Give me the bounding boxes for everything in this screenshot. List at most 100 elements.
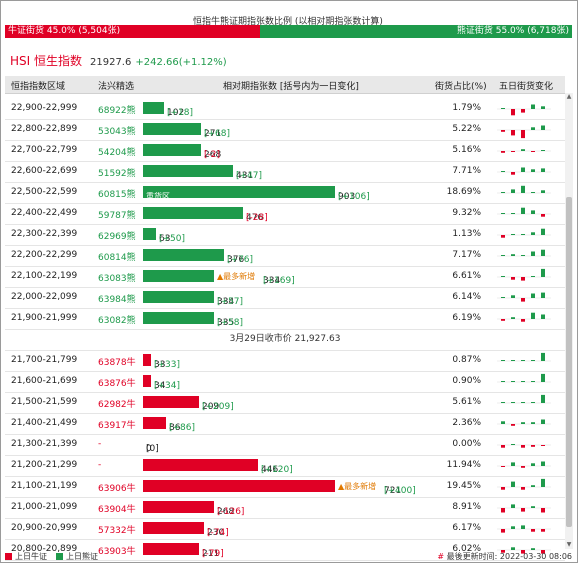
quantity-change: [+34] (154, 381, 181, 391)
pct-cell: 18.69% (446, 187, 481, 197)
sparkline-bar (531, 445, 535, 447)
sparkline-bar (531, 402, 535, 403)
warrant-code-link[interactable]: 63906牛 (98, 484, 136, 494)
table-header: 恒指指数区域 法兴精选 相对期指张数 [括号内为一日变化] 街货占比(%) 五日… (5, 76, 565, 94)
warrant-code-link[interactable]: 63903牛 (98, 547, 136, 557)
quantity-bar (143, 522, 204, 534)
five-day-sparkline (497, 268, 551, 281)
warrant-code-link[interactable]: 59787熊 (98, 211, 136, 221)
quantity-value: 230 (207, 528, 225, 538)
sparkline-bar (501, 276, 505, 277)
bear-ratio-segment: 熊证街货 55.0% (6,718张) (260, 25, 572, 38)
range-cell: 22,000-22,099 (11, 292, 78, 302)
last-updated: # 最後更新时间: 2022-03-30 08:06 (437, 551, 572, 562)
sparkline-bar (511, 360, 515, 361)
range-cell: 20,900-20,999 (11, 523, 78, 533)
quantity-change: [+57] (217, 297, 244, 307)
quantity-bar (143, 501, 214, 513)
warrant-code-link[interactable]: 63083熊 (98, 274, 136, 284)
sparkline-bar (531, 151, 535, 152)
warrant-code-link[interactable]: 54204熊 (98, 148, 136, 158)
sparkline-bar (521, 487, 525, 490)
pct-cell: 6.61% (452, 271, 481, 281)
quantity-value: 903 (338, 192, 356, 202)
header-five-day: 五日街货变化 (499, 82, 554, 92)
pct-cell: 6.14% (452, 292, 481, 302)
sparkline-bar (501, 381, 505, 382)
quantity-value: 86 (169, 423, 181, 433)
scrollbar[interactable]: ▲ ▼ (565, 93, 573, 549)
warrant-code-link[interactable]: 63878牛 (98, 358, 136, 368)
sparkline-bar (501, 319, 505, 321)
table-row: 22,000-22,099 63984熊 334 [+57] 6.14% (5, 287, 565, 309)
sparkline-bar (521, 381, 525, 382)
table-row: 22,900-22,999 68922熊 102 [+18] 1.79% (5, 98, 565, 120)
five-day-sparkline (497, 525, 551, 533)
quantity-change: [+106] (338, 192, 370, 202)
quantity-change: [-28] (246, 213, 268, 223)
five-day-sparkline (497, 373, 551, 383)
range-cell: 22,700-22,799 (11, 145, 78, 155)
warrant-code-link[interactable]: 60814熊 (98, 253, 136, 263)
warrant-code-link[interactable]: 62982牛 (98, 400, 136, 410)
warrant-code-link[interactable]: 62969熊 (98, 232, 136, 242)
quantity-change: [+400] (384, 486, 416, 496)
sparkline-bar (541, 550, 545, 554)
warrant-code-link[interactable]: 57332牛 (98, 526, 136, 536)
sparkline-bar (511, 444, 515, 445)
sparkline-bar (501, 235, 505, 238)
scroll-down-icon[interactable]: ▼ (566, 541, 572, 548)
sparkline-bar (541, 292, 545, 298)
five-day-sparkline (497, 394, 551, 404)
pct-cell: 0.90% (452, 376, 481, 386)
warrant-code-link[interactable]: 63876牛 (98, 379, 136, 389)
sparkline-bar (521, 234, 525, 235)
header-pct: 街货占比(%) (435, 82, 487, 92)
pct-cell: 6.19% (452, 313, 481, 323)
quantity-change: [-2] (204, 150, 220, 160)
pct-cell: 8.91% (452, 502, 481, 512)
scroll-up-icon[interactable]: ▲ (566, 93, 572, 100)
sparkline-bar (541, 314, 545, 319)
quantity-bar (143, 291, 214, 303)
pct-cell: 0.87% (452, 355, 481, 365)
sparkline-bar (541, 168, 545, 172)
warrant-code-link[interactable]: 63904牛 (98, 505, 136, 515)
sparkline-bar (541, 394, 545, 403)
sparkline-bar (531, 548, 535, 550)
warrant-code-link[interactable]: 63984熊 (98, 295, 136, 305)
quantity-value: 446 (261, 465, 279, 475)
warrant-code-link[interactable]: 53043熊 (98, 127, 136, 137)
sparkline-bar (511, 109, 515, 116)
warrant-code-link[interactable]: 51592熊 (98, 169, 136, 179)
sparkline-bar (531, 276, 535, 277)
quantity-bar (143, 396, 199, 408)
sparkline-bar (501, 508, 505, 513)
quantity-value: 63 (159, 234, 171, 244)
warrant-code-link[interactable]: 68922熊 (98, 106, 136, 116)
scroll-thumb[interactable] (566, 197, 572, 527)
warrant-code-link[interactable]: 63082熊 (98, 316, 136, 326)
sparkline-bar (511, 462, 515, 466)
sparkline-bar (541, 190, 545, 193)
sparkline-bar (501, 108, 505, 109)
sparkline-bar (531, 127, 535, 130)
sparkline-bar (511, 277, 515, 280)
table-row: 21,700-21,799 63878牛 33 [+33] 0.87% (5, 350, 565, 372)
range-cell: 21,700-21,799 (11, 355, 78, 365)
pct-cell: 9.32% (452, 208, 481, 218)
legend-bear: 上日熊证 (56, 551, 98, 562)
pct-cell: 7.17% (452, 250, 481, 260)
sparkline-bar (541, 106, 545, 109)
most-new-badge: ▲最多新增 (217, 272, 256, 281)
sparkline-bar (501, 529, 505, 533)
sparkline-bar (521, 130, 525, 139)
sparkline-bar (511, 526, 515, 529)
range-cell: 21,000-21,099 (11, 502, 78, 512)
quantity-bar (143, 417, 166, 429)
warrant-code-link[interactable]: 60815熊 (98, 190, 136, 200)
sparkline-bar (501, 171, 505, 172)
table-row: 22,700-22,799 54204熊 268 [-2] 5.16% (5, 140, 565, 162)
warrant-code-link[interactable]: 63917牛 (98, 421, 136, 431)
pct-cell: 0.00% (452, 439, 481, 449)
